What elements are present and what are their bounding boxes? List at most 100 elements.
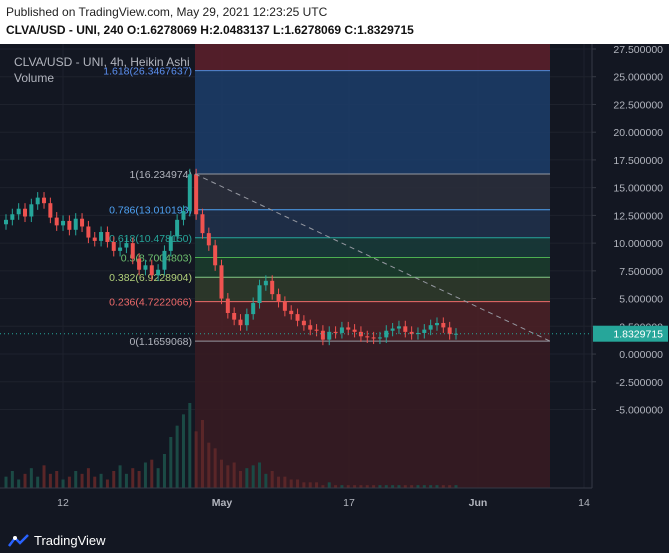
volume-bar bbox=[422, 485, 426, 488]
volume-bar bbox=[289, 479, 293, 488]
volume-bar bbox=[23, 473, 27, 488]
volume-bar bbox=[124, 473, 128, 488]
volume-bar bbox=[118, 465, 122, 488]
fib-level-label: 1.618(26.3467637) bbox=[103, 66, 192, 78]
volume-bar bbox=[137, 471, 141, 488]
volume-legend[interactable]: Volume bbox=[14, 71, 55, 85]
symbol-legend[interactable]: CLVA/USD - UNI, 4h, Heikin Ashi bbox=[14, 55, 190, 69]
x-tick-label: May bbox=[212, 497, 233, 509]
candle-body bbox=[251, 303, 256, 315]
candle-body bbox=[99, 232, 104, 241]
volume-bar bbox=[194, 431, 198, 488]
tradingview-logo-icon[interactable] bbox=[8, 533, 30, 549]
volume-bar bbox=[315, 482, 319, 488]
candle-body bbox=[289, 310, 294, 315]
volume-bar bbox=[365, 485, 369, 488]
fib-level-label: 0.618(10.478150) bbox=[109, 233, 192, 245]
fib-level-label: 1(16.234974) bbox=[130, 169, 192, 181]
volume-bar bbox=[42, 465, 46, 488]
tradingview-brand[interactable]: TradingView bbox=[34, 533, 106, 548]
candle-body bbox=[270, 280, 275, 295]
candle-body bbox=[339, 327, 344, 333]
candle-body bbox=[263, 280, 268, 286]
y-tick-label: 22.500000 bbox=[613, 99, 663, 111]
candle-body bbox=[29, 204, 34, 217]
fib-zone bbox=[195, 237, 550, 258]
volume-bar bbox=[219, 459, 223, 488]
y-tick-label: 15.000000 bbox=[613, 183, 663, 195]
volume-bar bbox=[321, 485, 325, 488]
volume-bar bbox=[441, 485, 445, 488]
volume-bar bbox=[429, 485, 433, 488]
candle-body bbox=[415, 332, 420, 335]
chart-pane[interactable]: 1.618(26.3467637) 1(16.234974) 0.786(13.01… bbox=[0, 44, 669, 529]
candle-body bbox=[16, 208, 21, 215]
footer-bar: TradingView bbox=[0, 529, 669, 553]
candle-body bbox=[130, 243, 135, 259]
published-info: Published on TradingView.com, May 29, 20… bbox=[6, 5, 328, 19]
trend-line bbox=[194, 173, 551, 342]
candle-body bbox=[86, 226, 91, 238]
candle-body bbox=[314, 329, 319, 331]
volume-bar bbox=[384, 485, 388, 488]
candle-body bbox=[295, 314, 300, 321]
volume-bar bbox=[283, 476, 287, 488]
candle-body bbox=[396, 326, 401, 329]
volume-bar bbox=[74, 471, 78, 488]
volume-bar bbox=[232, 462, 236, 488]
candle-body bbox=[175, 219, 180, 237]
y-tick-label: 0.000000 bbox=[619, 349, 663, 361]
y-tick-label: 5.000000 bbox=[619, 294, 663, 306]
volume-bar bbox=[410, 485, 414, 488]
candle-body bbox=[48, 203, 53, 218]
candle-body bbox=[384, 330, 389, 338]
volume-bar bbox=[308, 482, 312, 488]
volume-bar bbox=[10, 471, 14, 488]
candle-body bbox=[346, 327, 351, 330]
fib-zone bbox=[195, 257, 550, 278]
volume-bar bbox=[251, 465, 255, 488]
volume-bar bbox=[245, 468, 249, 488]
volume-bar bbox=[403, 485, 407, 488]
volume-bar bbox=[340, 485, 344, 488]
volume-bar bbox=[131, 468, 135, 488]
volume-bar bbox=[239, 471, 243, 488]
candle-body bbox=[124, 243, 129, 248]
volume-bar bbox=[29, 468, 33, 488]
candle-body bbox=[23, 208, 28, 217]
volume-bar bbox=[169, 437, 173, 488]
candle-body bbox=[422, 329, 427, 333]
candle-body bbox=[187, 174, 192, 211]
y-tick-label: -5.000000 bbox=[616, 405, 663, 417]
chart-canvas[interactable]: 1.618(26.3467637) 1(16.234974) 0.786(13.01… bbox=[0, 44, 669, 529]
volume-bar bbox=[55, 471, 59, 488]
y-tick-label: 12.500000 bbox=[613, 210, 663, 222]
candle-body bbox=[73, 218, 78, 230]
candle-body bbox=[111, 242, 116, 251]
last-price-label: 1.8329715 bbox=[613, 329, 663, 341]
publish-header: Published on TradingView.com, May 29, 20… bbox=[0, 0, 669, 44]
x-tick-label: 17 bbox=[343, 497, 355, 509]
volume-bar bbox=[17, 479, 21, 488]
volume-bar bbox=[207, 442, 211, 488]
candle-body bbox=[42, 197, 47, 204]
fib-zone bbox=[195, 209, 550, 238]
y-tick-label: 17.500000 bbox=[613, 155, 663, 167]
candle-body bbox=[301, 320, 306, 326]
volume-bar bbox=[397, 485, 401, 488]
candle-body bbox=[162, 250, 167, 270]
fib-zone-bottom bbox=[195, 341, 550, 488]
fib-level-label: 0.382(6.9228904) bbox=[109, 272, 192, 284]
candle-body bbox=[206, 233, 211, 246]
candle-body bbox=[238, 319, 243, 326]
x-tick-label: 12 bbox=[57, 497, 69, 509]
volume-bar bbox=[448, 485, 452, 488]
candle-body bbox=[61, 220, 66, 226]
volume-bar bbox=[93, 476, 97, 488]
candle-body bbox=[137, 258, 142, 270]
y-tick-label: 7.500000 bbox=[619, 266, 663, 278]
volume-bar bbox=[435, 485, 439, 488]
candle-body bbox=[409, 331, 414, 335]
volume-bar bbox=[346, 485, 350, 488]
volume-bar bbox=[454, 485, 458, 488]
